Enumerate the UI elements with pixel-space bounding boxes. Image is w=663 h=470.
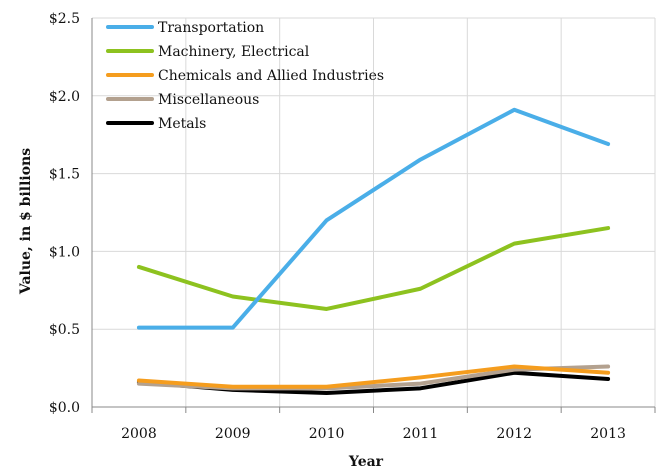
- y-axis-title: Value, in $ billions: [18, 148, 34, 295]
- x-tick-label: 2013: [590, 426, 626, 442]
- legend-label: Metals: [158, 116, 206, 132]
- series-lines: [136, 107, 611, 395]
- x-axis-title: Year: [348, 454, 384, 470]
- x-tick-label: 2008: [121, 426, 157, 442]
- legend-label: Machinery, Electrical: [158, 44, 310, 60]
- axes: $0.0 $0.5 $1.0 $1.5 $2.0 $2.5 2008 2009 2010 2011…: [49, 11, 656, 442]
- x-tick-label: 2009: [215, 426, 251, 442]
- x-tick-label: 2011: [403, 426, 439, 442]
- y-tick-label: $1.0: [49, 244, 80, 260]
- legend: Transportation Machinery, Electrical Chemi…: [106, 20, 384, 132]
- y-tick-label: $0.5: [49, 322, 80, 338]
- y-tick-label: $1.5: [49, 167, 80, 183]
- series-line-chemicals-and-allied-industries: [136, 364, 611, 389]
- y-tick-label: $2.5: [49, 11, 80, 27]
- y-tick-label: $0.0: [49, 400, 80, 416]
- y-tick-label: $2.0: [49, 89, 80, 105]
- legend-label: Chemicals and Allied Industries: [158, 68, 384, 84]
- x-tick-label: 2012: [496, 426, 532, 442]
- series-line-machinery-electrical: [136, 226, 611, 311]
- series-line-transportation: [136, 107, 611, 330]
- x-tick-label: 2010: [309, 426, 345, 442]
- legend-label: Transportation: [158, 20, 264, 36]
- gridlines: [92, 17, 656, 407]
- legend-label: Miscellaneous: [158, 92, 259, 108]
